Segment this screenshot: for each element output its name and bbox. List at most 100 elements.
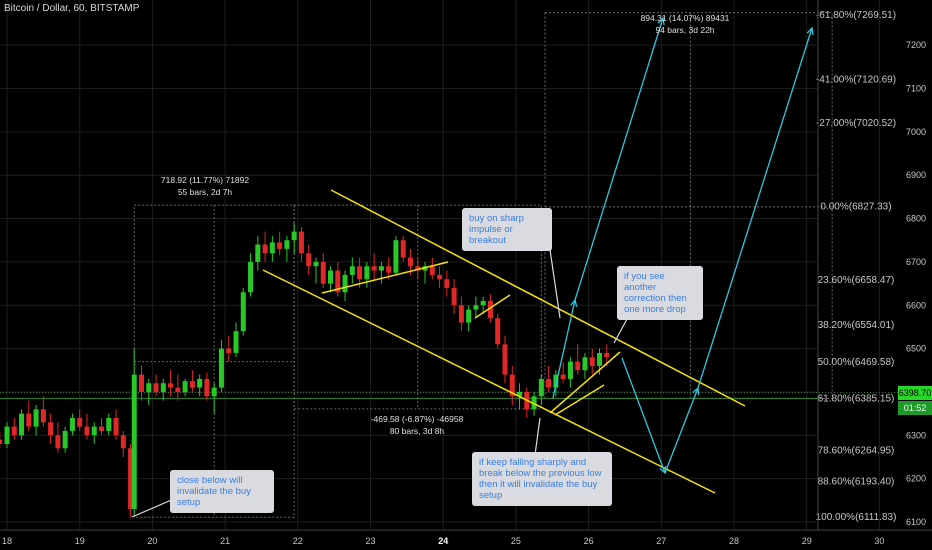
candle-body-10 <box>69 417 75 431</box>
candle-body-66 <box>473 305 479 310</box>
candle-body-6 <box>40 409 46 423</box>
candle-body-25 <box>175 387 181 392</box>
candle-body-53 <box>378 266 384 271</box>
y-tick-7100: 7100 <box>906 84 926 94</box>
x-tick-24: 24 <box>438 536 448 546</box>
candle-body-28 <box>197 378 203 388</box>
y-tick-7000: 7000 <box>906 127 926 137</box>
measure-1-line2: 55 bars, 2d 7h <box>177 187 233 197</box>
fib-levels: -61.80%(7269.51) -41.00%(7120.69) -27.00%(… <box>0 10 898 523</box>
candle-body-7 <box>48 422 54 436</box>
x-tick-29: 29 <box>802 536 812 546</box>
candle-body-78 <box>560 374 566 379</box>
drawings <box>131 16 814 518</box>
candle-body-56 <box>400 240 406 258</box>
chart-title: Bitcoin / Dollar, 60, BITSTAMP <box>4 3 140 14</box>
candle-body-71 <box>509 374 515 397</box>
triangle-2-line <box>474 294 511 319</box>
triangle-1-line <box>321 261 449 294</box>
candle-body-8 <box>55 435 61 449</box>
candle-body-22 <box>153 383 159 392</box>
triangle-3-lower <box>554 384 605 416</box>
candle-body-81 <box>582 357 588 371</box>
candle-body-80 <box>575 361 581 371</box>
candle-body-65 <box>466 309 472 323</box>
measure-label-1: 718.92 (11.77%) 71892 55 bars, 2d 7h <box>150 174 260 198</box>
candle-body-21 <box>146 383 152 392</box>
x-tick-28: 28 <box>729 536 739 546</box>
candle-body-82 <box>589 357 595 366</box>
x-tick-23: 23 <box>365 536 375 546</box>
candle-body-26 <box>182 381 188 392</box>
measure-2-line1: -469.58 (-6.87%) -46958 <box>370 414 464 424</box>
candle-body-3 <box>19 413 25 436</box>
arrow-target-2 <box>697 27 813 389</box>
fib-label-9: 88.60%(6193.40) <box>818 477 895 488</box>
candle-body-24 <box>168 383 174 388</box>
candle-body-0 <box>0 439 3 444</box>
y-tick-6800: 6800 <box>906 214 926 224</box>
note-buy: buy on sharp impulse or breakout <box>462 208 552 251</box>
candle-body-5 <box>33 409 39 427</box>
current-price-tag: 6398.70 <box>898 386 932 400</box>
measure-box-3 <box>544 12 833 399</box>
x-tick-21: 21 <box>220 536 230 546</box>
candle-body-32 <box>226 348 232 353</box>
note-falling: if keep falling sharply and break below … <box>472 452 612 506</box>
grid-lines <box>0 0 880 530</box>
candle-body-9 <box>62 430 68 449</box>
y-tick-6200: 6200 <box>906 474 926 484</box>
candle-body-77 <box>553 374 559 388</box>
candle-body-15 <box>106 417 112 431</box>
candle-body-1 <box>4 426 10 444</box>
candle-body-75 <box>538 378 544 397</box>
x-tick-27: 27 <box>656 536 666 546</box>
candle-body-47 <box>335 270 341 293</box>
callout-falling-pointer <box>534 417 541 456</box>
y-tick-6600: 6600 <box>906 300 926 310</box>
fib-label-7: 61.80%(6385.15) <box>818 393 895 404</box>
candle-body-43 <box>306 253 312 267</box>
y-tick-6900: 6900 <box>906 170 926 180</box>
candle-body-62 <box>444 279 450 288</box>
candle-body-61 <box>437 274 443 280</box>
candle-body-33 <box>233 331 239 353</box>
candle-body-74 <box>531 396 537 410</box>
arrow-target-1-head <box>657 16 665 26</box>
candle-body-12 <box>84 426 90 436</box>
arrow-drop <box>621 357 666 474</box>
x-tick-30: 30 <box>874 536 884 546</box>
candle-body-72 <box>517 391 523 397</box>
candle-body-2 <box>11 426 17 436</box>
x-tick-19: 19 <box>75 536 85 546</box>
candle-body-16 <box>113 417 119 436</box>
fib-label-8: 78.60%(6264.95) <box>818 445 895 456</box>
candle-body-19 <box>131 374 137 509</box>
candle-body-35 <box>248 261 254 293</box>
x-tick-25: 25 <box>511 536 521 546</box>
y-tick-7200: 7200 <box>906 40 926 50</box>
candle-body-27 <box>189 381 195 388</box>
candle-body-17 <box>120 435 126 449</box>
x-axis: 18 19 20 21 22 23 24 25 26 27 28 29 30 <box>0 529 932 546</box>
x-tick-26: 26 <box>584 536 594 546</box>
measure-label-3: 894.31 (14.07%) 89431 94 bars, 3d 22h <box>630 12 740 36</box>
arrow-target-2-head <box>806 26 814 36</box>
y-tick-6300: 6300 <box>906 430 926 440</box>
candle-body-4 <box>26 413 32 427</box>
arrow-bounce <box>664 387 699 474</box>
note-close-below: close below will invalidate the buy setu… <box>170 470 274 513</box>
arrow-target-1 <box>574 17 664 301</box>
candle-body-60 <box>429 266 435 275</box>
countdown-tag: 01:52 <box>898 401 932 415</box>
candle-body-83 <box>597 352 603 366</box>
candle-body-69 <box>495 318 501 345</box>
candle-body-30 <box>211 387 217 397</box>
arrow-breakout <box>552 299 576 399</box>
candle-body-68 <box>487 300 493 319</box>
fib-label-6: 50.00%(6469.58) <box>818 357 895 368</box>
candle-body-49 <box>349 266 355 275</box>
candle-body-67 <box>480 300 486 306</box>
candle-body-34 <box>240 292 246 332</box>
